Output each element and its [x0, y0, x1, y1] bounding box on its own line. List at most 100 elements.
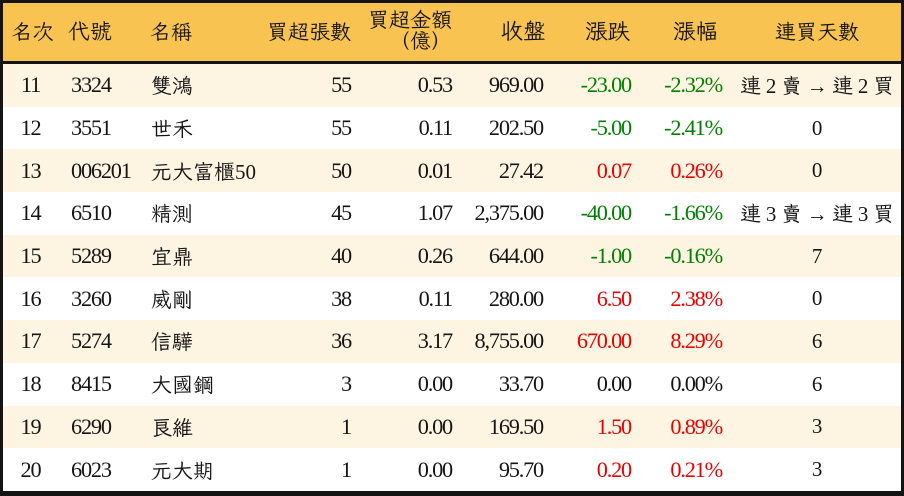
cell-amount: 0.00: [417, 371, 453, 397]
cell-name: 雙鴻: [151, 74, 193, 99]
cell-amount: 0.11: [418, 285, 454, 311]
cell-days: 0: [811, 286, 823, 311]
column-header-change: 漲跌: [550, 18, 637, 47]
cell-name: 信驊: [151, 330, 193, 355]
cell-pct: -2.41%: [664, 115, 723, 141]
cell-code: 006201: [71, 157, 132, 183]
cell-days: 6: [811, 371, 823, 396]
cell-close: 202.50: [488, 115, 544, 141]
column-header-close-label: 收盤: [500, 18, 546, 44]
cell-rank: 17: [20, 328, 42, 354]
cell-rank: 13: [20, 157, 42, 183]
column-header-amount-line2: （億）: [389, 29, 452, 53]
column-header-amount: 買超金額 （億）: [357, 7, 458, 54]
cell-close: 644.00: [488, 243, 544, 269]
column-header-amount-line1: 買超金額: [368, 7, 452, 32]
cell-close: 2,375.00: [474, 200, 545, 226]
cell-close: 969.00: [488, 72, 544, 98]
cell-amount: 0.11: [418, 115, 454, 141]
cell-amount: 1.07: [417, 200, 453, 226]
cell-change: -5.00: [590, 115, 633, 141]
cell-change: -40.00: [580, 200, 633, 226]
table-row: 19 6290 良維 1 0.00 169.50 1.50 0.89% 3: [3, 405, 901, 449]
cell-days: 0: [811, 115, 823, 140]
cell-pct: 0.89%: [670, 413, 723, 439]
table-row: 18 8415 大國鋼 3 0.00 33.70 0.00 0.00% 6: [3, 362, 901, 406]
cell-code: 8415: [71, 371, 112, 397]
cell-name: 世禾: [151, 117, 193, 142]
cell-rank: 11: [20, 72, 41, 98]
cell-volume: 38: [331, 285, 352, 311]
cell-pct: 0.21%: [670, 456, 723, 482]
cell-days: 連 3 賣 → 連 3 買: [740, 202, 894, 227]
cell-code: 5289: [71, 243, 112, 269]
column-header-name: 名稱: [144, 18, 262, 46]
cell-pct: 2.38%: [670, 285, 723, 311]
cell-change: 0.00: [596, 371, 632, 397]
cell-amount: 0.26: [417, 243, 453, 269]
column-header-change-label: 漲跌: [584, 18, 630, 44]
cell-code: 6290: [71, 413, 112, 439]
cell-name: 宜鼎: [151, 245, 193, 270]
cell-code: 3324: [71, 72, 112, 98]
cell-volume: 3: [341, 371, 352, 397]
column-header-volume-label: 買超張數: [267, 20, 351, 44]
cell-name: 元大富櫃50: [151, 159, 256, 184]
cell-name: 精測: [151, 202, 193, 227]
cell-name: 良維: [151, 415, 193, 440]
column-header-name-label: 名稱: [150, 20, 192, 44]
cell-close: 27.42: [498, 157, 544, 183]
column-header-days-label: 連買天數: [775, 20, 859, 44]
cell-change: 670.00: [576, 328, 632, 354]
cell-pct: -2.32%: [664, 72, 723, 98]
table-header-row: 名次 代號 名稱 買超張數 買超金額 （億） 收盤 漲跌 漲幅 連買天數: [3, 3, 901, 64]
cell-rank: 18: [20, 371, 42, 397]
cell-rank: 19: [20, 413, 42, 439]
cell-code: 6510: [71, 200, 112, 226]
cell-volume: 45: [331, 200, 352, 226]
table-row: 14 6510 精測 45 1.07 2,375.00 -40.00 -1.66% 連 3 賣 …: [3, 192, 901, 235]
cell-volume: 1: [341, 456, 352, 482]
cell-rank: 15: [20, 243, 42, 269]
column-header-days: 連買天數: [733, 18, 901, 46]
cell-code: 5274: [71, 328, 112, 354]
cell-pct: -1.66%: [664, 200, 723, 226]
cell-change: -23.00: [580, 72, 633, 98]
cell-rank: 20: [20, 456, 42, 482]
cell-amount: 0.00: [417, 413, 453, 439]
cell-amount: 0.00: [417, 456, 453, 482]
cell-pct: 8.29%: [670, 328, 723, 354]
cell-name: 大國鋼: [151, 373, 214, 398]
table-row: 20 6023 元大期 1 0.00 95.70 0.20 0.21% 3: [3, 448, 901, 491]
cell-rank: 16: [20, 285, 42, 311]
cell-code: 3260: [71, 285, 112, 311]
cell-volume: 55: [331, 115, 352, 141]
cell-pct: -0.16%: [664, 243, 723, 269]
cell-name: 元大期: [151, 458, 214, 483]
cell-change: 1.50: [596, 413, 632, 439]
cell-code: 3551: [71, 115, 112, 141]
cell-pct: 0.00%: [670, 371, 723, 397]
cell-days: 3: [811, 414, 823, 439]
cell-change: -1.00: [590, 243, 633, 269]
column-header-rank-label: 名次: [11, 20, 54, 44]
column-header-close: 收盤: [458, 18, 550, 47]
cell-close: 169.50: [488, 413, 544, 439]
cell-pct: 0.26%: [670, 157, 723, 183]
cell-change: 0.07: [596, 157, 632, 183]
cell-volume: 50: [331, 157, 352, 183]
column-header-volume: 買超張數: [262, 18, 357, 46]
cell-amount: 0.01: [417, 157, 453, 183]
table-row: 16 3260 威剛 38 0.11 280.00 6.50 2.38% 0: [3, 277, 901, 321]
cell-close: 33.70: [498, 371, 544, 397]
cell-rank: 12: [20, 115, 42, 141]
cell-change: 6.50: [596, 285, 632, 311]
cell-close: 280.00: [488, 285, 544, 311]
table-row: 12 3551 世禾 55 0.11 202.50 -5.00 -2.41% 0: [3, 106, 901, 150]
column-header-rank: 名次: [3, 18, 62, 46]
cell-days: 6: [811, 328, 823, 353]
cell-volume: 40: [331, 243, 352, 269]
column-header-pct: 漲幅: [637, 18, 733, 47]
cell-days: 連 2 賣 → 連 2 買: [740, 74, 894, 99]
cell-days: 7: [811, 243, 823, 268]
